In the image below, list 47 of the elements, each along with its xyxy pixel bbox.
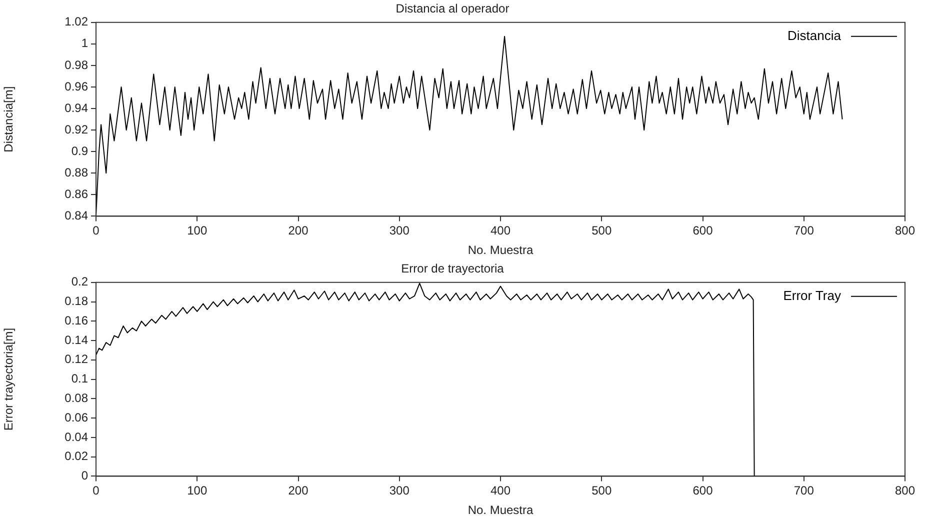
y-tick-label: 0.88	[64, 165, 88, 180]
x-tick-label: 0	[92, 484, 100, 498]
x-tick-label: 300	[389, 224, 410, 238]
y-tick-label: 1	[81, 36, 88, 50]
y-tick-label: 0.84	[64, 208, 88, 223]
y-tick-label: 0.96	[64, 79, 88, 94]
y-tick-label: 1.02	[64, 14, 88, 29]
x-tick-label: 0	[92, 224, 100, 238]
chart-title: Error de trayectoria	[401, 262, 504, 276]
x-tick-label: 100	[187, 484, 208, 498]
x-tick-label: 800	[894, 224, 916, 238]
y-tick-label: 0	[81, 468, 88, 483]
y-tick-label: 0.94	[64, 100, 88, 115]
x-tick-label: 400	[490, 484, 511, 498]
x-tick-label: 200	[288, 484, 309, 498]
y-tick-label: 0.18	[64, 294, 88, 308]
y-tick-label: 0.9	[71, 144, 88, 158]
chart-title: Distancia al operador	[396, 2, 510, 16]
x-axis-title: No. Muestra	[468, 243, 534, 258]
y-tick-label: 0.06	[64, 410, 88, 424]
x-tick-label: 400	[490, 224, 511, 238]
y-axis-title: Distancia[m]	[2, 86, 16, 152]
x-tick-label: 700	[794, 484, 814, 498]
y-tick-label: 0.04	[64, 430, 88, 444]
y-tick-label: 0.1	[71, 372, 88, 386]
y-tick-label: 0.12	[64, 352, 88, 366]
y-tick-label: 0.98	[64, 58, 88, 72]
y-tick-label: 0.14	[64, 332, 88, 347]
x-tick-label: 800	[894, 484, 916, 498]
legend-label: Error Tray	[783, 288, 842, 303]
x-tick-label: 500	[592, 224, 612, 238]
x-tick-label: 600	[692, 224, 714, 238]
x-tick-label: 600	[692, 484, 714, 498]
y-tick-label: 0.08	[64, 390, 88, 405]
x-tick-label: 100	[187, 224, 208, 238]
x-tick-label: 500	[592, 484, 612, 498]
y-tick-label: 0.16	[64, 313, 88, 328]
x-axis-title: No. Muestra	[468, 503, 534, 518]
x-tick-label: 700	[794, 224, 814, 238]
y-axis-title: Error trayectoria[m]	[2, 328, 16, 431]
x-tick-label: 200	[288, 224, 309, 238]
y-tick-label: 0.2	[71, 274, 88, 289]
y-tick-label: 0.02	[64, 449, 88, 464]
x-tick-label: 300	[389, 484, 410, 498]
y-tick-label: 0.86	[64, 186, 88, 201]
y-tick-label: 0.92	[64, 122, 88, 136]
legend-label: Distancia	[788, 28, 842, 43]
